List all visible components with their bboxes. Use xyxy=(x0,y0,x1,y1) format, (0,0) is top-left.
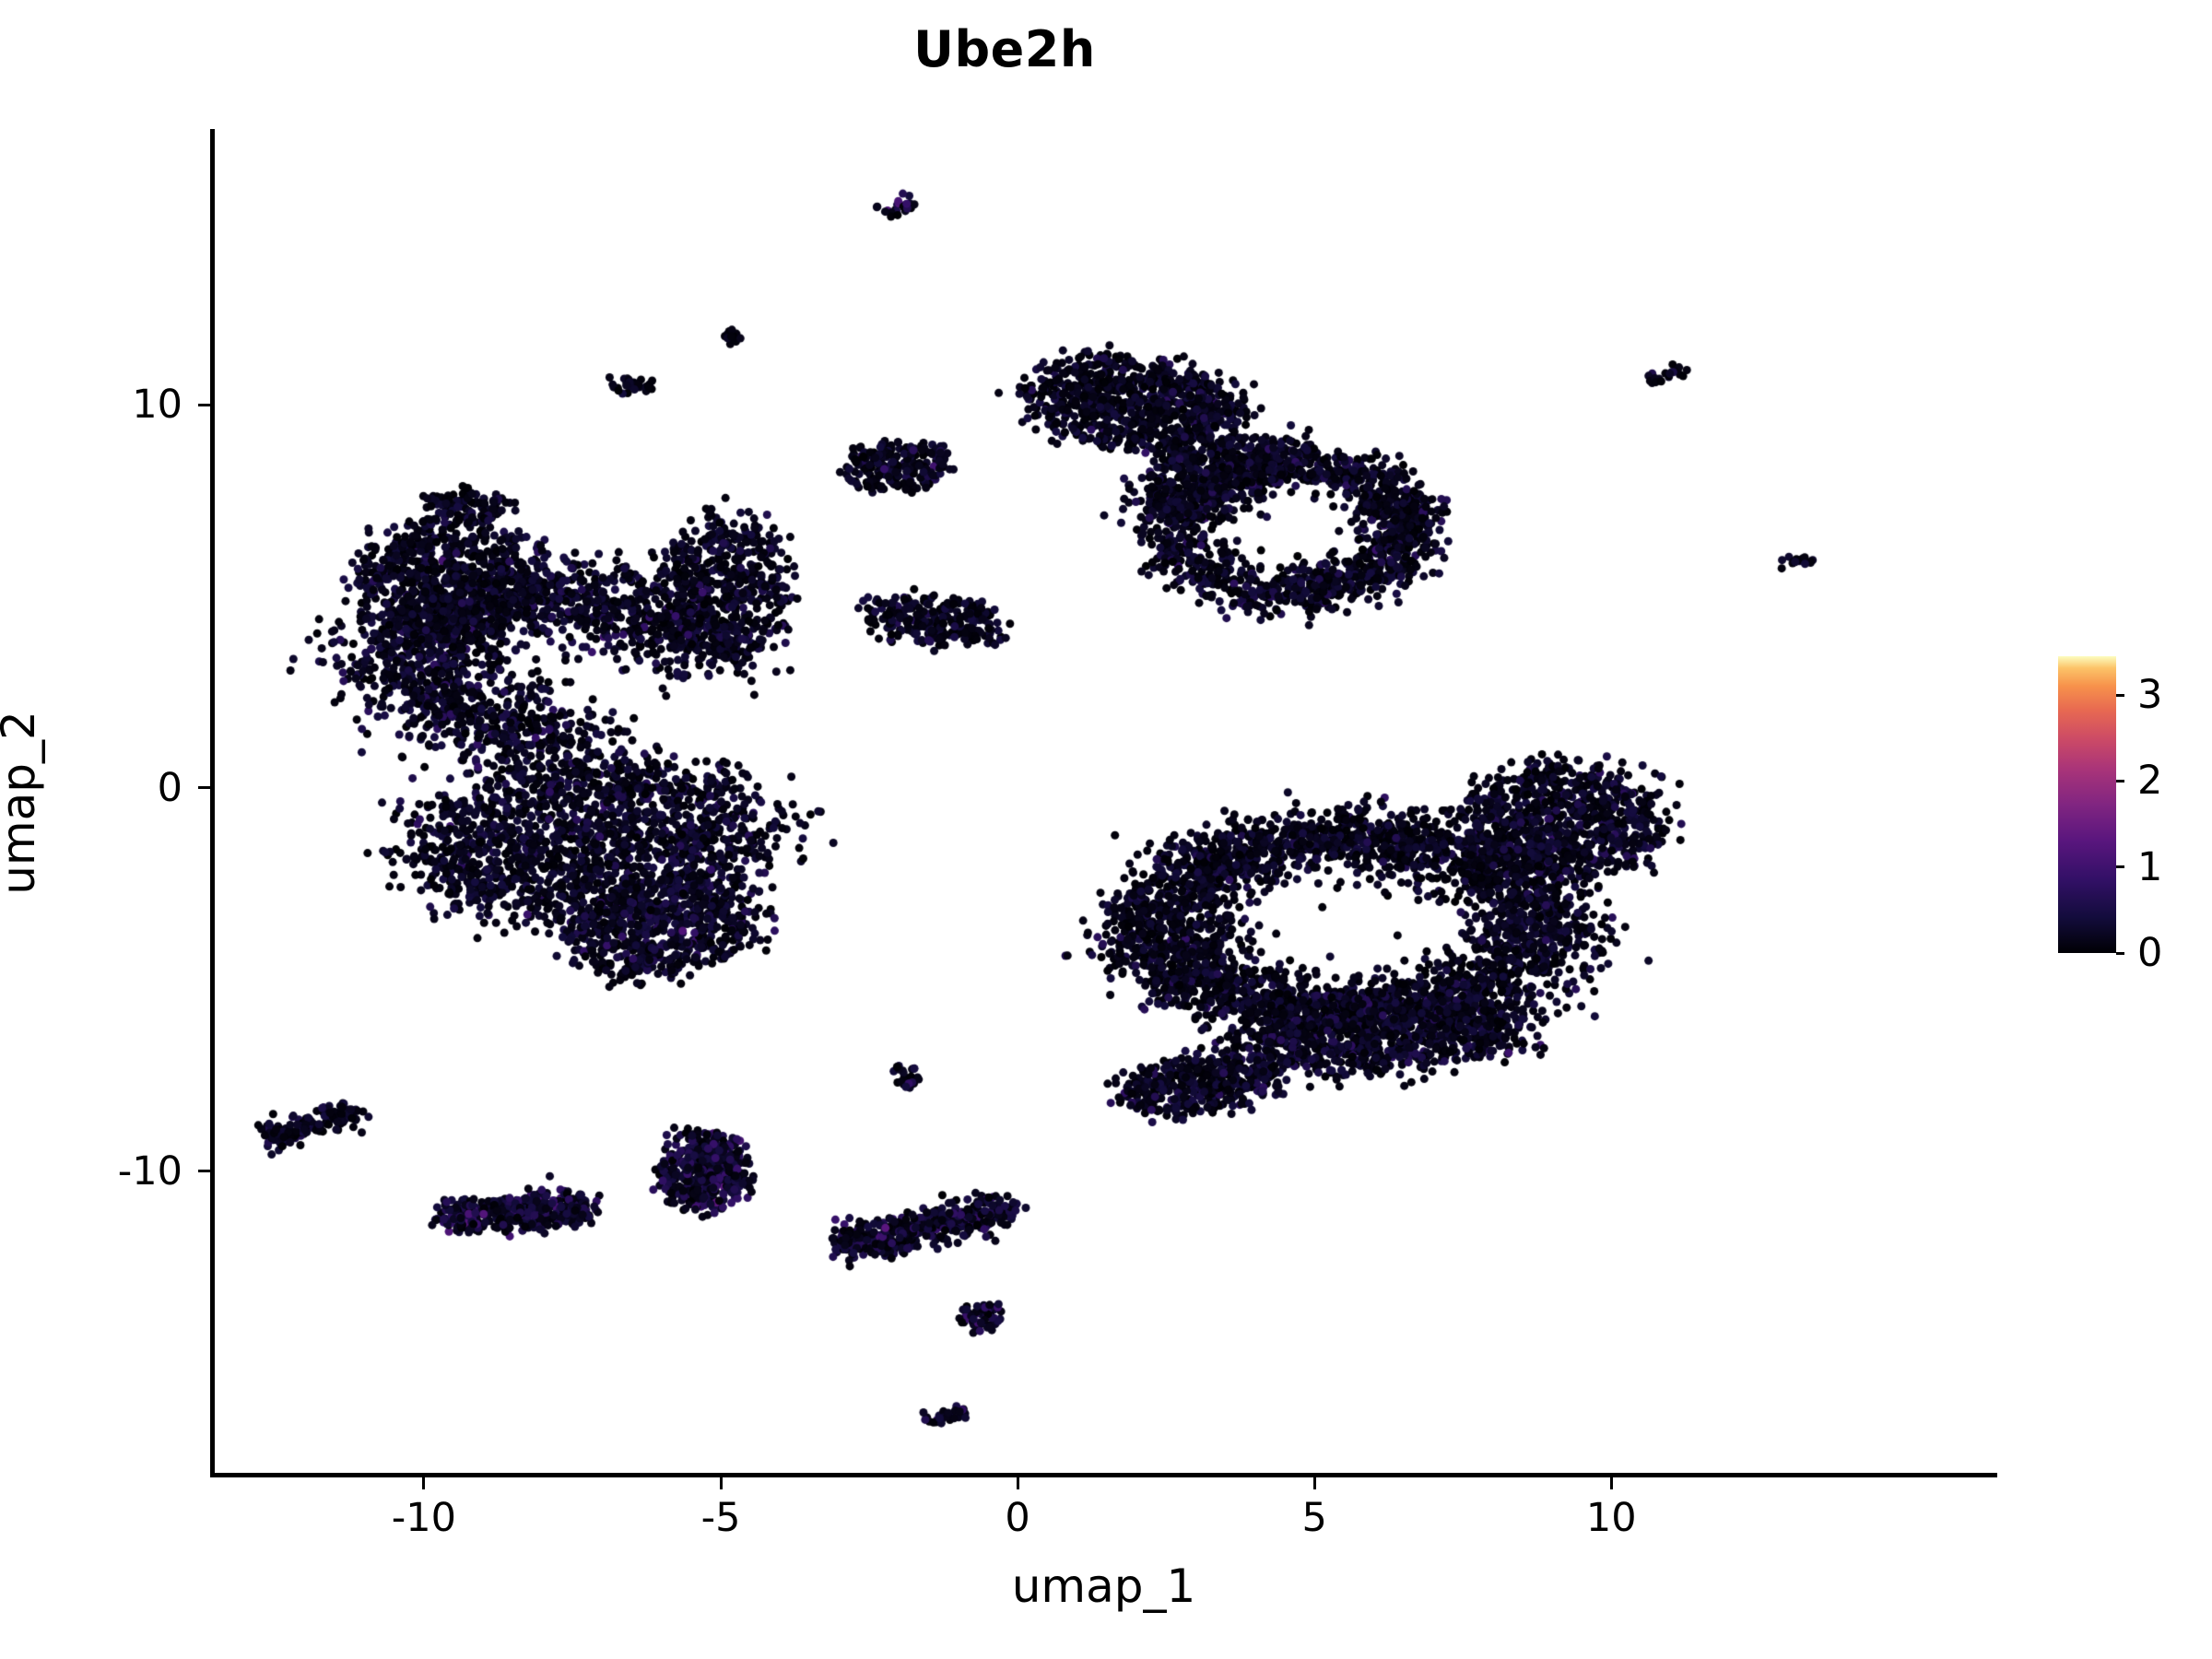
x-tick-mark xyxy=(422,1477,426,1489)
y-tick-label: -10 xyxy=(117,1147,182,1194)
colorbar-tick-label: 3 xyxy=(2137,672,2163,718)
colorbar-tick-mark xyxy=(2116,951,2124,955)
y-tick-mark xyxy=(198,786,210,790)
x-tick-mark xyxy=(1312,1477,1316,1489)
x-tick-mark xyxy=(1016,1477,1019,1489)
plot-axes: -10 -5 0 5 10 10 0 -10 xyxy=(118,129,1997,1541)
colorbar-tick-label: 2 xyxy=(2137,758,2163,805)
x-tick-mark xyxy=(719,1477,723,1489)
y-tick-label: 10 xyxy=(132,382,182,429)
x-tick-label: 10 xyxy=(1585,1495,1637,1541)
y-axis-label: umap_2 xyxy=(0,711,45,895)
y-axis-spine xyxy=(210,129,215,1477)
x-axis-spine xyxy=(210,1473,1997,1477)
y-tick-label: 0 xyxy=(157,764,182,811)
colorbar: 0 1 2 3 xyxy=(2058,656,2162,976)
x-tick-label: -10 xyxy=(391,1495,457,1541)
page-title: Ube2h xyxy=(913,20,1096,78)
y-tick-mark xyxy=(198,403,210,406)
colorbar-tick-mark xyxy=(2116,693,2124,697)
x-tick-label: 5 xyxy=(1301,1495,1327,1541)
colorbar-tick-mark xyxy=(2116,865,2124,869)
y-tick-mark xyxy=(198,1170,210,1172)
colorbar-tick-mark xyxy=(2116,779,2124,782)
colorbar-tick-label: 1 xyxy=(2137,843,2163,890)
colorbar-tick-label: 0 xyxy=(2137,930,2163,976)
colorbar-gradient xyxy=(2058,656,2116,953)
x-tick-label: 0 xyxy=(1005,1495,1030,1541)
x-tick-mark xyxy=(1609,1477,1613,1489)
x-tick-label: -5 xyxy=(700,1495,741,1541)
scatter-plot-canvas xyxy=(210,129,1997,1477)
x-axis-label: umap_1 xyxy=(1011,1559,1196,1613)
